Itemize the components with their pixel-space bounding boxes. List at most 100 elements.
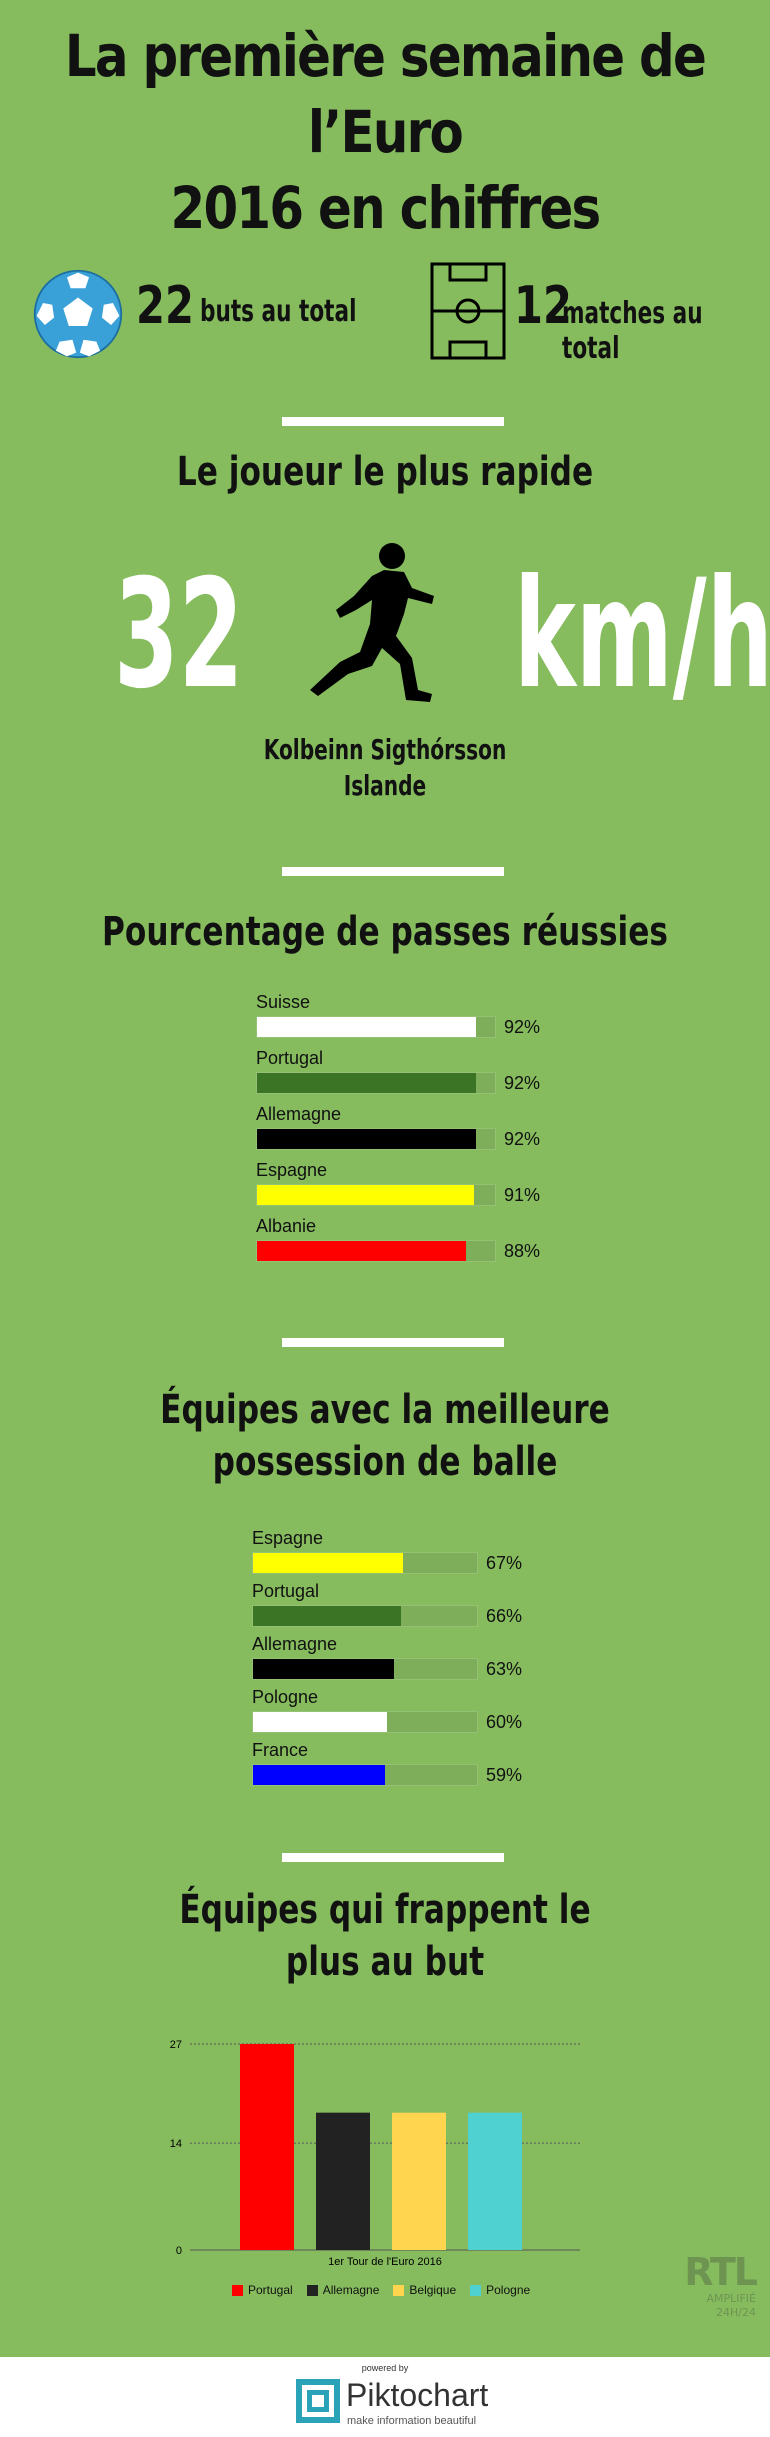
bar-item: Allemagne 63%: [252, 1634, 552, 1687]
possession-chart: Espagne 67% Portugal 66% Allemagne 63% Pologne…: [252, 1528, 552, 1793]
bar-item: Espagne 67%: [252, 1528, 552, 1581]
piktochart-brand[interactable]: Piktochart: [346, 2377, 489, 2413]
bar-item: France 59%: [252, 1740, 552, 1793]
divider: [282, 1338, 504, 1347]
bar-label: Allemagne: [252, 1634, 338, 1654]
legend-swatch: [393, 2285, 405, 2297]
shots-title: Équipes qui frappent le plus au but: [85, 1884, 686, 1988]
piktochart-tagline: make information beautiful: [347, 2415, 477, 2427]
speed-unit: km/h: [514, 548, 770, 722]
bar-label: Portugal: [252, 1581, 320, 1601]
rtl-line-1: AMPLIFIÉ: [706, 2292, 756, 2305]
bar-label: Pologne: [252, 1687, 319, 1707]
bar-item: Pologne 60%: [252, 1687, 552, 1740]
title-line-2: 2016 en chiffres: [170, 174, 601, 242]
fastest-title: Le joueur le plus rapide: [176, 449, 594, 495]
legend-item: Portugal: [232, 2283, 293, 2297]
powered-by-label: powered by: [361, 2363, 409, 2373]
y-tick-label: 27: [170, 2039, 182, 2051]
bar: [253, 1712, 388, 1732]
goals-label: buts au total: [200, 294, 357, 329]
bar-track: [252, 1605, 478, 1627]
rtl-line-2: 24H/24: [716, 2306, 756, 2319]
page-title: La première semaine de l’Euro 2016 en ch…: [54, 18, 716, 246]
bar-label: Espagne: [252, 1528, 324, 1548]
bar: [253, 1659, 395, 1679]
soccer-ball-icon: [33, 269, 123, 359]
bar: [253, 1553, 404, 1573]
y-tick-label: 0: [176, 2245, 182, 2257]
bar-label: Allemagne: [256, 1104, 342, 1124]
bar-label: Portugal: [256, 1048, 324, 1068]
divider: [282, 1853, 504, 1862]
bar: [257, 1185, 474, 1205]
bar-track: [252, 1764, 478, 1786]
possession-title-line-1: Équipes avec la meilleure: [160, 1387, 610, 1433]
rtl-logo: RTL: [684, 2250, 758, 2294]
bar-value-label: 92%: [504, 1129, 541, 1149]
speed-value: 32: [114, 548, 244, 722]
legend-label: Belgique: [409, 2283, 457, 2297]
legend-swatch: [306, 2285, 318, 2297]
runner-silhouette-icon: [310, 543, 434, 702]
matches-label: matches au total: [562, 296, 703, 366]
bar-portugal: [240, 2044, 294, 2250]
bar-value-label: 59%: [486, 1765, 523, 1785]
soccer-field-icon: [430, 262, 506, 360]
bar-label: Albanie: [256, 1216, 317, 1236]
legend-item: Belgique: [393, 2283, 456, 2297]
bar-track: [256, 1128, 496, 1150]
legend-item: Allemagne: [306, 2283, 380, 2297]
bar-label: Espagne: [256, 1160, 328, 1180]
bar: [257, 1017, 476, 1037]
bar-value-label: 66%: [486, 1606, 523, 1626]
matches-number: 12: [514, 276, 572, 336]
bar-item: Portugal 92%: [256, 1048, 556, 1104]
shots-title-line-2: plus au but: [285, 1939, 485, 1985]
bar-track: [256, 1016, 496, 1038]
bar-belgique: [392, 2112, 446, 2250]
bar-track: [256, 1072, 496, 1094]
bar-allemagne: [316, 2112, 370, 2250]
bar: [257, 1241, 467, 1261]
legend-swatch: [232, 2285, 243, 2297]
bar-value-label: 63%: [486, 1659, 523, 1679]
player-country: Islande: [343, 769, 427, 802]
passes-title: Pourcentage de passes réussies: [102, 909, 668, 955]
bar-value-label: 92%: [504, 1017, 541, 1037]
shots-title-line-1: Équipes qui frappent le: [179, 1887, 591, 1933]
y-tick-label: 14: [170, 2138, 182, 2150]
stats-row: 22 buts au total 12 matches au total: [0, 262, 770, 366]
legend-swatch: [470, 2285, 482, 2297]
shots-legend: Portugal Allemagne Belgique Pologne: [232, 2283, 530, 2297]
passes-chart: Suisse 92% Portugal 92% Allemagne 92% Espagne 9…: [256, 992, 556, 1272]
bar: [253, 1765, 386, 1785]
bar-item: Espagne 91%: [256, 1160, 556, 1216]
bar-track: [252, 1552, 478, 1574]
bar-value-label: 92%: [504, 1073, 541, 1093]
bar-value-label: 91%: [504, 1185, 541, 1205]
bar: [257, 1129, 476, 1149]
title-line-1: La première semaine de l’Euro: [64, 22, 707, 166]
bar: [253, 1606, 401, 1626]
x-axis-label: 1er Tour de l'Euro 2016: [328, 2256, 442, 2268]
possession-title: Équipes avec la meilleure possession de …: [85, 1384, 686, 1488]
bar: [257, 1073, 476, 1093]
bar-track: [252, 1711, 478, 1733]
piktochart-logo-icon[interactable]: [296, 2379, 340, 2423]
bar-track: [252, 1658, 478, 1680]
bar-item: Suisse 92%: [256, 992, 556, 1048]
bar-item: Allemagne 92%: [256, 1104, 556, 1160]
possession-title-line-2: possession de balle: [212, 1439, 558, 1485]
legend-label: Pologne: [486, 2283, 531, 2297]
shots-chart: 0 14 27 1er Tour de l'Euro 2016: [170, 2039, 580, 2268]
footer: powered by Piktochart make information b…: [0, 2357, 770, 2437]
divider: [282, 417, 504, 426]
player-name: Kolbeinn Sigthórsson: [263, 733, 507, 766]
bar-value-label: 67%: [486, 1553, 523, 1573]
legend-label: Allemagne: [322, 2283, 380, 2297]
bar-pologne: [468, 2112, 522, 2250]
legend-label: Portugal: [248, 2283, 293, 2297]
bar-label: France: [252, 1740, 309, 1760]
bar-value-label: 88%: [504, 1241, 541, 1261]
